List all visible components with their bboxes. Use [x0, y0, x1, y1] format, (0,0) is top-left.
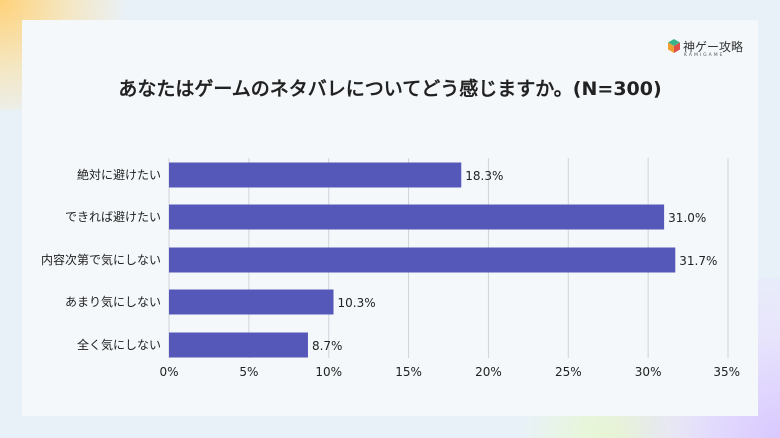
category-label: あまり気にしない	[65, 294, 161, 309]
x-tick-label: 0%	[159, 365, 178, 379]
logo-mark-icon	[668, 39, 680, 53]
logo: 神ゲー攻略 KAMIGAME	[668, 38, 758, 62]
data-label: 10.3%	[338, 296, 376, 310]
data-label: 31.7%	[679, 254, 717, 268]
category-label: 絶対に避けたい	[77, 167, 161, 182]
x-tick-label: 35%	[713, 365, 740, 379]
category-label: 内容次第で気にしない	[41, 252, 161, 267]
x-tick-label: 15%	[395, 365, 422, 379]
category-label: できれば避けたい	[65, 210, 161, 224]
data-label: 18.3%	[465, 169, 503, 183]
data-label: 31.0%	[668, 211, 706, 225]
bar	[169, 332, 308, 358]
x-tick-label: 10%	[315, 365, 342, 379]
logo-subtext: KAMIGAME	[684, 53, 725, 58]
bar	[169, 162, 462, 188]
bar	[169, 247, 676, 273]
bar	[169, 204, 665, 230]
x-tick-label: 30%	[635, 365, 662, 379]
x-tick-label: 25%	[555, 365, 582, 379]
chart-title: あなたはゲームのネタバレについてどう感じますか。(N=300)	[118, 78, 662, 100]
x-tick-label: 20%	[475, 365, 502, 379]
category-label: 全く気にしない	[77, 337, 161, 352]
logo-text: 神ゲー攻略	[683, 40, 744, 54]
x-tick-label: 5%	[239, 365, 258, 379]
bar	[169, 289, 334, 315]
data-label: 8.7%	[312, 339, 343, 353]
